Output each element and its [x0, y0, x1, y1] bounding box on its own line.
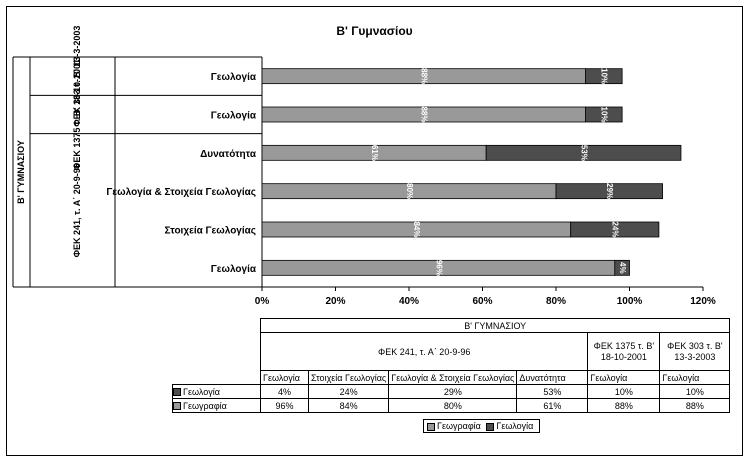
- table-col-header: Γεωλογία & Στοιχεία Γεωλογίας: [388, 370, 518, 385]
- data-label: 84%: [412, 221, 421, 237]
- x-tick-label: 120%: [690, 296, 716, 307]
- table-cell: 24%: [307, 384, 390, 399]
- data-label: 10%: [600, 106, 609, 122]
- category-label: Γεωλογία: [211, 264, 257, 275]
- legend-swatch-geografia: [427, 422, 435, 431]
- table-cell: 96%: [260, 398, 309, 413]
- category-label: Γεωλογία: [211, 111, 257, 122]
- table-col-header: Γεωλογία: [659, 370, 731, 385]
- data-label: 53%: [579, 145, 588, 161]
- table-col-header: Γεωλογία: [260, 370, 309, 385]
- table-cell: 84%: [307, 398, 390, 413]
- data-label: 88%: [420, 106, 429, 122]
- table-cell: 4%: [260, 384, 309, 399]
- data-label: 96%: [434, 260, 443, 276]
- table-row: Γεωλογία 4% 24% 29% 53% 10% 10%: [172, 384, 731, 399]
- chart-bars: [261, 68, 682, 276]
- table-header: Β' ΓΥΜΝΑΣΙΟΥ: [259, 318, 731, 333]
- bar-segment: [585, 68, 623, 85]
- table-cell: 88%: [659, 398, 731, 413]
- x-tick-label: 20%: [325, 296, 345, 307]
- table-group-header: ΦΕΚ 1375 τ. Β' 18-10-2001: [587, 332, 661, 371]
- table-col-header: Στοιχεία Γεωλογίας: [307, 370, 390, 385]
- table-col-header: Δυνατότητα: [516, 370, 589, 385]
- data-label: 24%: [611, 221, 620, 237]
- legend-swatch-geologia: [486, 422, 495, 431]
- table-cell: 29%: [388, 384, 518, 399]
- data-label: 80%: [405, 183, 414, 199]
- chart-frame: [6, 6, 743, 456]
- legend-swatch-geologia: [173, 388, 181, 397]
- table-col-header: Γεωλογία: [587, 370, 661, 385]
- bar-segment: [614, 259, 630, 276]
- data-label: 29%: [605, 183, 614, 199]
- bar-segment: [585, 106, 623, 123]
- x-tick-label: 100%: [617, 296, 643, 307]
- table-group-header: ΦΕΚ 303 τ. Β' 13-3-2003: [659, 332, 731, 371]
- data-label: 88%: [420, 68, 429, 84]
- table-group-header: ΦΕΚ 241, τ. Α΄ 20-9-96: [259, 332, 589, 371]
- chart-labels: 88% 10% Γεωλογία 88% 10% Γεωλογία 61% 53% Δυνατό…: [16, 26, 627, 276]
- chart-axes: 0% 20% 40% 60% 80% 100% 120%: [12, 56, 716, 307]
- table-cell: 80%: [388, 398, 518, 413]
- table-cell: 88%: [587, 398, 661, 413]
- x-tick-label: 0%: [255, 296, 270, 307]
- bar-segment: [570, 221, 660, 238]
- group-label: ΦΕΚ 1375 τ. Β' 18-10-2001: [72, 59, 82, 170]
- x-tick-label: 80%: [546, 296, 566, 307]
- table-cell: 10%: [659, 384, 731, 399]
- table-cell: 53%: [516, 384, 589, 399]
- category-label: Στοιχεία Γεωλογίας: [164, 226, 256, 237]
- chart-title: Β' Γυμνασίου: [336, 24, 413, 38]
- bar-segment: [555, 183, 663, 200]
- category-label: Γεωλογία & Στοιχεία Γεωλογίας: [106, 187, 256, 198]
- table-cell: 61%: [516, 398, 589, 413]
- legend-label: Γεωλογία: [496, 421, 534, 431]
- bar-chart: 0% 20% 40% 60% 80% 100% 120% 88% 10%Γεωλογία88%…: [12, 26, 716, 307]
- bar-segment: [485, 144, 682, 161]
- table-row-label: Γεωλογία: [183, 386, 220, 397]
- x-tick-label: 40%: [399, 296, 419, 307]
- category-label: Δυνατότητα: [200, 149, 257, 160]
- data-table: Β' ΓΥΜΝΑΣΙΟΥ ΦΕΚ 241, τ. Α΄ 20-9-96 ΦΕΚ …: [172, 318, 731, 413]
- legend-label: Γεωγραφία: [437, 421, 481, 431]
- category-label: Γεωλογία: [211, 72, 257, 83]
- data-label: 10%: [600, 68, 609, 84]
- table-cell: 10%: [587, 384, 661, 399]
- x-tick-label: 60%: [472, 296, 492, 307]
- table-row: Γεωγραφία 96% 84% 80% 61% 88% 88%: [172, 398, 731, 413]
- group-label: ΦΕΚ 303 τ. Β' 13-3-2003: [72, 26, 82, 127]
- legend: Γεωγραφία Γεωλογία: [423, 419, 541, 433]
- data-label: 61%: [370, 145, 379, 161]
- group-label: ΦΕΚ 241, τ. Α΄ 20-9-96: [72, 163, 82, 257]
- data-label: 4%: [618, 262, 627, 274]
- outer-group-label: Β' ΓΥΜΝΑΣΙΟΥ: [16, 140, 26, 204]
- legend-swatch-geografia: [173, 402, 181, 411]
- table-row-label: Γεωγραφία: [183, 400, 227, 411]
